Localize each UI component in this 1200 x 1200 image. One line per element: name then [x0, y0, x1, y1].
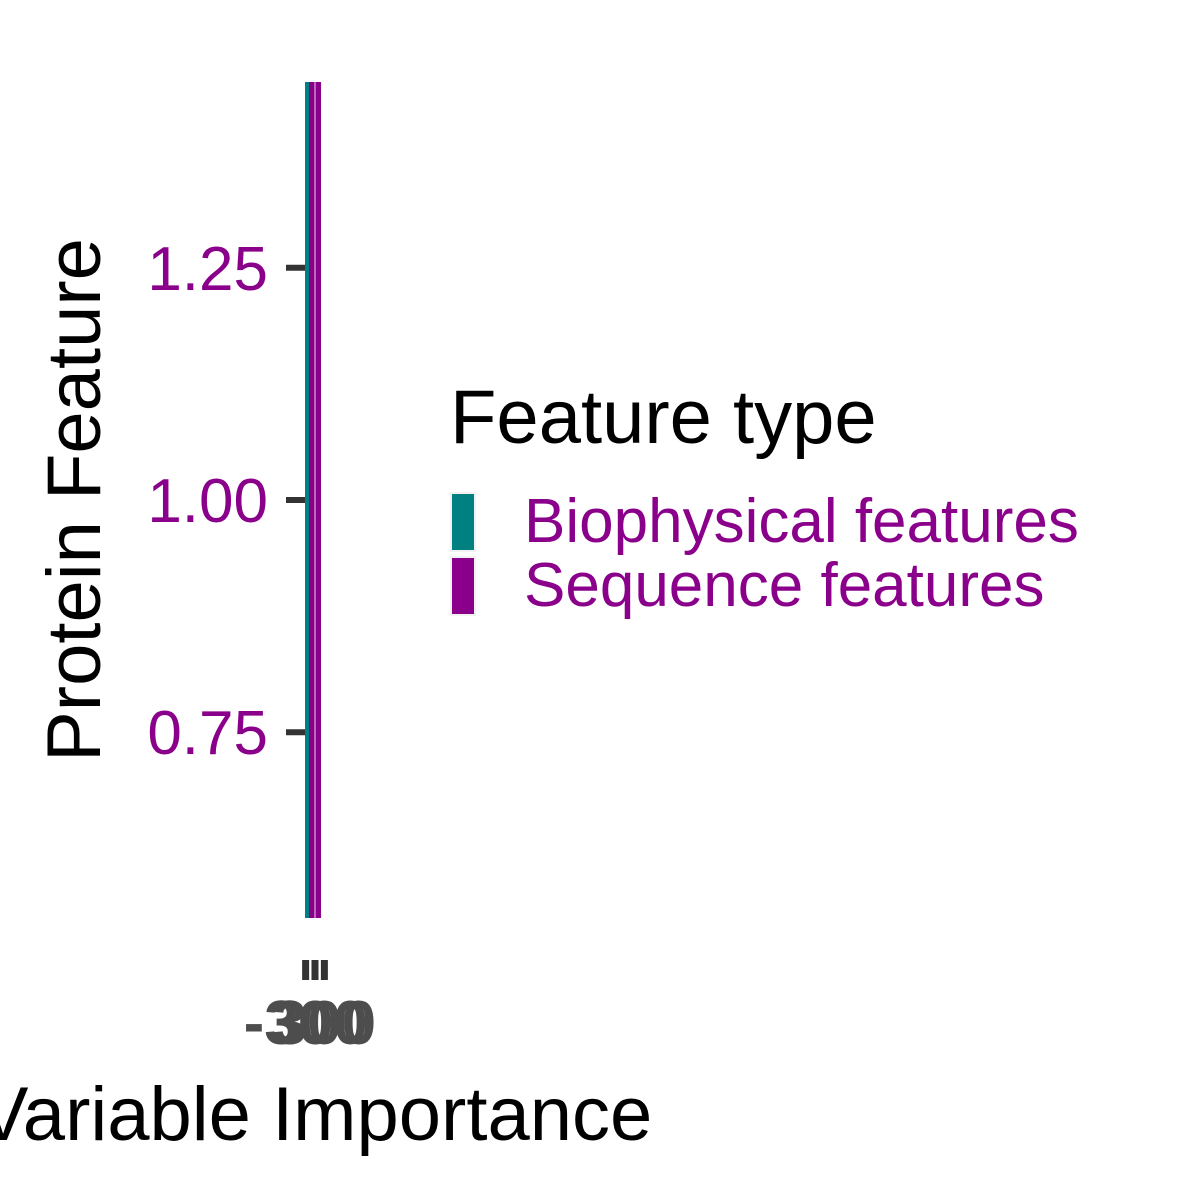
y-tick-label: 1.25 — [147, 235, 268, 304]
x-tick-label: 0 — [298, 989, 332, 1058]
legend-label-sequence: Sequence features — [524, 551, 1045, 620]
bars-layer — [305, 82, 321, 918]
x-axis-title: Variable Importance — [0, 1072, 652, 1157]
x-tick-label: -300 — [244, 989, 368, 1058]
y-axis: 0.75 1.00 1.25 — [147, 235, 305, 768]
legend-key-sequence — [450, 556, 476, 616]
y-axis-title: Protein Feature — [32, 238, 117, 762]
legend-item-biophysical: Biophysical features — [450, 490, 1079, 554]
legend-key-biophysical — [450, 492, 476, 552]
legend: Feature type Biophysical features Sequen… — [450, 380, 1079, 618]
x-tick-label: 300 — [273, 989, 376, 1058]
legend-label-biophysical: Biophysical features — [524, 487, 1079, 556]
bar-divider — [314, 82, 316, 918]
legend-item-sequence: Sequence features — [450, 554, 1079, 618]
y-tick-label: 0.75 — [147, 699, 268, 768]
legend-title: Feature type — [450, 375, 877, 460]
y-tick-label: 1.00 — [147, 467, 268, 536]
